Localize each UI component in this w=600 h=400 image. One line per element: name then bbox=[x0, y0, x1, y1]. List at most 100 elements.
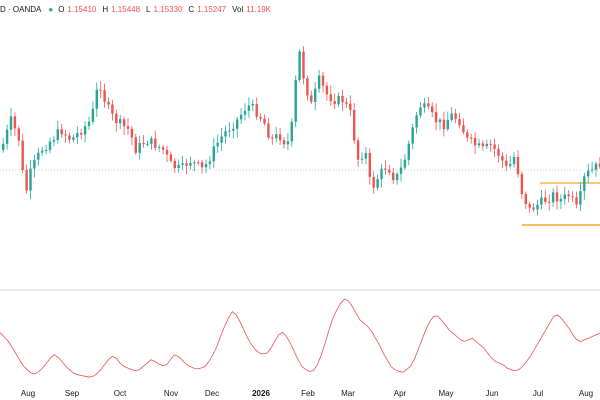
candle[interactable] bbox=[497, 144, 500, 164]
candle[interactable] bbox=[56, 120, 59, 144]
candle[interactable] bbox=[590, 161, 594, 174]
oscillator-line[interactable] bbox=[0, 298, 600, 378]
candle[interactable] bbox=[197, 159, 200, 166]
candle[interactable] bbox=[76, 126, 79, 144]
candle[interactable] bbox=[52, 135, 56, 147]
candle[interactable] bbox=[294, 75, 297, 128]
candle[interactable] bbox=[555, 185, 559, 210]
candle[interactable] bbox=[516, 150, 520, 178]
candle[interactable] bbox=[559, 194, 563, 209]
candle[interactable] bbox=[520, 171, 524, 200]
candle[interactable] bbox=[80, 128, 83, 140]
candle[interactable] bbox=[594, 161, 598, 177]
candle[interactable] bbox=[263, 114, 266, 126]
candle[interactable] bbox=[275, 127, 278, 143]
candle[interactable] bbox=[282, 136, 286, 149]
time-axis[interactable]: Aug Sep Oct Nov Dec 2026 Feb Mar Apr May Jun Jul Aug bbox=[21, 389, 593, 398]
candle[interactable] bbox=[384, 160, 387, 175]
candle[interactable] bbox=[17, 125, 20, 147]
candle[interactable] bbox=[103, 83, 106, 108]
candle[interactable] bbox=[489, 139, 492, 153]
candle[interactable] bbox=[579, 182, 582, 211]
candle[interactable] bbox=[567, 190, 570, 203]
candle[interactable] bbox=[345, 97, 348, 109]
candle[interactable] bbox=[44, 144, 48, 155]
candle[interactable] bbox=[83, 120, 87, 143]
candle[interactable] bbox=[60, 123, 63, 138]
candle[interactable] bbox=[290, 118, 293, 147]
candle[interactable] bbox=[540, 190, 543, 210]
candle[interactable] bbox=[575, 191, 578, 209]
candle[interactable] bbox=[111, 99, 114, 121]
candle[interactable] bbox=[462, 118, 465, 135]
candle[interactable] bbox=[119, 114, 122, 130]
candle[interactable] bbox=[349, 95, 352, 117]
candle[interactable] bbox=[298, 49, 301, 83]
candle[interactable] bbox=[13, 112, 17, 136]
candle[interactable] bbox=[200, 160, 204, 174]
candle[interactable] bbox=[317, 69, 321, 93]
candle[interactable] bbox=[548, 194, 551, 211]
candle[interactable] bbox=[236, 116, 239, 138]
candle[interactable] bbox=[481, 140, 485, 151]
candle[interactable] bbox=[563, 186, 566, 205]
candle[interactable] bbox=[329, 85, 332, 106]
candle[interactable] bbox=[189, 156, 192, 170]
candle[interactable] bbox=[138, 136, 141, 160]
candle[interactable] bbox=[193, 159, 196, 172]
candle[interactable] bbox=[33, 154, 36, 178]
candle[interactable] bbox=[278, 128, 282, 145]
candle[interactable] bbox=[473, 132, 477, 154]
candle[interactable] bbox=[321, 71, 325, 93]
candle[interactable] bbox=[364, 147, 368, 165]
candle[interactable] bbox=[571, 191, 574, 202]
candle[interactable] bbox=[68, 132, 71, 144]
candle[interactable] bbox=[181, 156, 184, 171]
candle[interactable] bbox=[267, 117, 270, 140]
candle[interactable] bbox=[142, 134, 145, 148]
candle[interactable] bbox=[434, 103, 438, 131]
candle[interactable] bbox=[99, 81, 102, 99]
candle[interactable] bbox=[368, 148, 371, 185]
candle[interactable] bbox=[353, 102, 356, 145]
candle[interactable] bbox=[122, 116, 126, 136]
candle[interactable] bbox=[466, 129, 469, 142]
candle[interactable] bbox=[169, 151, 173, 163]
candle[interactable] bbox=[9, 108, 13, 136]
candle[interactable] bbox=[376, 174, 379, 191]
candle[interactable] bbox=[232, 122, 235, 139]
candle[interactable] bbox=[64, 129, 67, 143]
candle[interactable] bbox=[72, 134, 75, 143]
price-pane[interactable] bbox=[0, 46, 600, 226]
candle[interactable] bbox=[419, 101, 422, 119]
candle[interactable] bbox=[146, 140, 149, 147]
candle[interactable] bbox=[41, 146, 44, 156]
candle[interactable] bbox=[431, 102, 434, 118]
candle[interactable] bbox=[341, 89, 344, 111]
candle[interactable] bbox=[551, 188, 555, 207]
candle[interactable] bbox=[212, 138, 215, 169]
candle[interactable] bbox=[29, 159, 32, 200]
candle[interactable] bbox=[485, 139, 488, 149]
candle[interactable] bbox=[314, 81, 317, 110]
candle[interactable] bbox=[380, 163, 383, 188]
candle[interactable] bbox=[442, 111, 446, 137]
candle[interactable] bbox=[259, 113, 262, 122]
candle[interactable] bbox=[21, 133, 24, 174]
candle[interactable] bbox=[208, 155, 212, 170]
candle[interactable] bbox=[204, 159, 208, 174]
candle[interactable] bbox=[505, 154, 508, 171]
candle[interactable] bbox=[95, 82, 98, 117]
candle[interactable] bbox=[415, 111, 418, 134]
candle[interactable] bbox=[306, 75, 309, 101]
candle[interactable] bbox=[392, 168, 395, 184]
candle[interactable] bbox=[427, 96, 430, 110]
candle[interactable] bbox=[356, 137, 360, 167]
candle[interactable] bbox=[524, 191, 527, 209]
candle[interactable] bbox=[310, 90, 313, 105]
candle[interactable] bbox=[399, 158, 403, 182]
candle[interactable] bbox=[501, 152, 504, 169]
candle[interactable] bbox=[134, 133, 137, 155]
candle[interactable] bbox=[438, 117, 442, 131]
candle[interactable] bbox=[2, 137, 5, 153]
